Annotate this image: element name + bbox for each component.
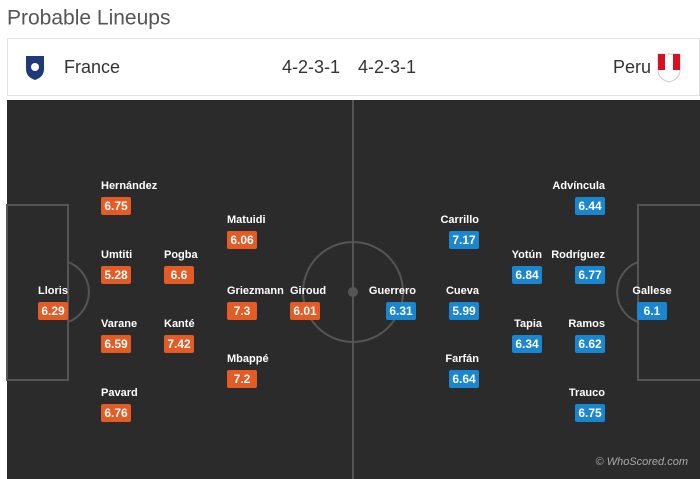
- player-rating: 7.17: [452, 233, 476, 247]
- rating-badge: [164, 335, 194, 353]
- player-rating: 6.29: [41, 304, 65, 318]
- player-name: Kanté: [164, 318, 195, 330]
- player-rating: 6.6: [171, 268, 188, 282]
- player-rating: 7.3: [234, 304, 251, 318]
- player-name: Cueva: [446, 285, 480, 297]
- rating-badge: [449, 302, 479, 320]
- rating-badge: [227, 370, 257, 388]
- player-rating: 6.31: [389, 304, 413, 318]
- player-name: Mbappé: [227, 353, 269, 365]
- player-name: Giroud: [290, 285, 326, 297]
- rating-badge: [290, 302, 320, 320]
- rating-badge: [101, 335, 131, 353]
- player-name: Tapia: [514, 318, 543, 330]
- player-rating: 6.62: [578, 337, 602, 351]
- player-rating: 7.42: [167, 337, 191, 351]
- player-name: Yotún: [512, 249, 543, 261]
- player-name: Hernández: [101, 180, 158, 192]
- player-rating: 6.64: [452, 372, 476, 386]
- player-name: Pavard: [101, 387, 138, 399]
- rating-badge: [575, 197, 605, 215]
- player-rating: 6.34: [515, 337, 539, 351]
- player-name: Matuidi: [227, 214, 266, 226]
- away-team: Peru: [613, 57, 651, 77]
- rating-badge: [449, 370, 479, 388]
- player-rating: 5.99: [452, 304, 476, 318]
- player-name: Gallese: [632, 285, 671, 297]
- rating-badge: [512, 266, 542, 284]
- rating-badge: [637, 302, 667, 320]
- rating-badge: [386, 302, 416, 320]
- player-name: Lloris: [38, 285, 68, 297]
- rating-badge: [164, 266, 194, 284]
- player-rating: 7.2: [234, 372, 251, 386]
- title: Probable Lineups: [7, 7, 170, 30]
- player-rating: 6.01: [293, 304, 317, 318]
- rating-badge: [575, 404, 605, 422]
- rating-badge: [512, 335, 542, 353]
- player-name: Carrillo: [440, 214, 479, 226]
- rating-badge: [575, 266, 605, 284]
- header-bar: [7, 38, 700, 96]
- player-name: Rodríguez: [551, 249, 605, 261]
- player-name: Farfán: [445, 353, 479, 365]
- player-rating: 6.77: [578, 268, 602, 282]
- rating-badge: [101, 404, 131, 422]
- player-name: Varane: [101, 318, 137, 330]
- player-rating: 6.75: [104, 199, 128, 213]
- player-rating: 6.75: [578, 406, 602, 420]
- away-formation: 4-2-3-1: [358, 57, 416, 77]
- rating-badge: [38, 302, 68, 320]
- rating-badge: [227, 302, 257, 320]
- rating-badge: [101, 266, 131, 284]
- rating-badge: [101, 197, 131, 215]
- player-rating: 6.1: [644, 304, 661, 318]
- player-name: Guerrero: [369, 285, 416, 297]
- player-rating: 6.44: [578, 199, 602, 213]
- france-crest: [26, 56, 44, 80]
- home-formation: 4-2-3-1: [282, 57, 340, 77]
- player-rating: 5.28: [104, 268, 128, 282]
- rating-badge: [575, 335, 605, 353]
- player-rating: 6.59: [104, 337, 128, 351]
- player-name: Umtiti: [101, 249, 132, 261]
- player-name: Advíncula: [552, 180, 605, 192]
- rating-badge: [449, 231, 479, 249]
- player-rating: 6.84: [515, 268, 539, 282]
- player-name: Pogba: [164, 249, 198, 261]
- home-team: France: [64, 57, 120, 77]
- player-name: Trauco: [569, 387, 605, 399]
- rating-badge: [227, 231, 257, 249]
- player-name: Griezmann: [227, 285, 284, 297]
- player-rating: 6.06: [230, 233, 254, 247]
- footer: © WhoScored.com: [596, 456, 688, 468]
- pitch: [6, 100, 700, 479]
- player-name: Ramos: [568, 318, 605, 330]
- player-rating: 6.76: [104, 406, 128, 420]
- peru-crest: [657, 53, 681, 83]
